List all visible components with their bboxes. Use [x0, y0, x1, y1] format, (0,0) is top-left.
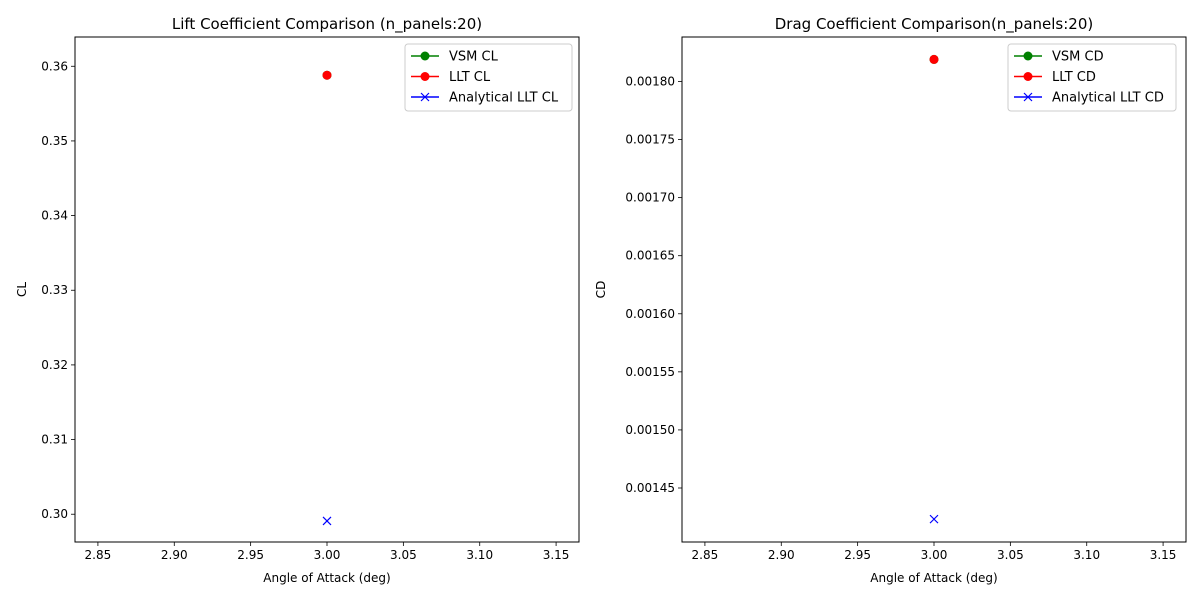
y-tick-label: 0.00155: [625, 365, 675, 379]
x-tick-label: 3.05: [997, 548, 1024, 562]
legend-label: LLT CD: [1052, 70, 1096, 85]
legend-marker: [420, 92, 430, 102]
x-tick-label: 3.00: [921, 548, 948, 562]
y-tick-label: 0.33: [41, 283, 68, 297]
chart-panel-drag: Drag Coefficient Comparison(n_panels:20)…: [594, 15, 1187, 585]
y-tick-label: 0.34: [41, 209, 68, 223]
y-tick-label: 0.00165: [625, 249, 675, 263]
x-axis-label: Angle of Attack (deg): [263, 571, 390, 585]
y-tick-label: 0.00160: [625, 307, 675, 321]
x-tick-label: 3.10: [466, 548, 493, 562]
legend-label: VSM CD: [1052, 50, 1104, 65]
legend-label: Analytical LLT CD: [1052, 91, 1164, 106]
x-tick-label: 2.85: [692, 548, 719, 562]
x-tick-label: 2.90: [768, 548, 795, 562]
y-tick-label: 0.00175: [625, 133, 675, 147]
legend-box: [1007, 43, 1177, 112]
y-tick-label: 0.00145: [625, 481, 675, 495]
data-point: [929, 514, 939, 524]
y-tick-label: 0.00180: [625, 74, 675, 88]
x-tick-label: 2.85: [85, 548, 112, 562]
x-tick-label: 3.10: [1073, 548, 1100, 562]
data-point: [929, 54, 939, 64]
x-tick-label: 3.00: [314, 548, 341, 562]
y-tick-label: 0.31: [41, 433, 68, 447]
plot-frame: [74, 36, 580, 543]
y-tick-label: 0.30: [41, 507, 68, 521]
x-tick-label: 3.15: [1150, 548, 1177, 562]
y-axis-label: CD: [594, 281, 608, 299]
legend-marker: [420, 51, 430, 61]
chart-title: Lift Coefficient Comparison (n_panels:20…: [172, 15, 482, 34]
y-axis-label: CL: [15, 282, 29, 297]
legend-marker: [1023, 72, 1033, 81]
chart-title: Drag Coefficient Comparison(n_panels:20): [775, 15, 1093, 34]
y-tick-label: 0.32: [41, 358, 68, 372]
chart-panel-lift: Lift Coefficient Comparison (n_panels:20…: [15, 15, 580, 585]
legend-label: Analytical LLT CL: [449, 91, 559, 106]
x-tick-label: 2.90: [161, 548, 188, 562]
data-point: [322, 70, 332, 80]
legend-label: VSM CL: [449, 50, 499, 65]
data-point: [322, 516, 332, 526]
x-tick-label: 2.95: [237, 548, 264, 562]
legend: VSM CD LLT CD Analytical LLT CD: [1007, 43, 1177, 112]
y-tick-label: 0.00150: [625, 423, 675, 437]
x-axis-label: Angle of Attack (deg): [870, 571, 997, 585]
y-tick-label: 0.00170: [625, 191, 675, 205]
x-tick-label: 2.95: [844, 548, 871, 562]
x-tick-label: 3.15: [543, 548, 570, 562]
y-tick-label: 0.35: [41, 134, 68, 148]
legend-label: LLT CL: [449, 70, 491, 85]
legend: VSM CL LLT CL Analytical LLT CL: [404, 43, 573, 112]
legend-marker: [1023, 92, 1033, 102]
x-tick-label: 3.05: [390, 548, 417, 562]
plot-frame: [681, 36, 1187, 543]
legend-box: [404, 43, 573, 112]
legend-marker: [1023, 51, 1033, 61]
legend-marker: [420, 72, 430, 81]
y-tick-label: 0.36: [41, 59, 68, 73]
